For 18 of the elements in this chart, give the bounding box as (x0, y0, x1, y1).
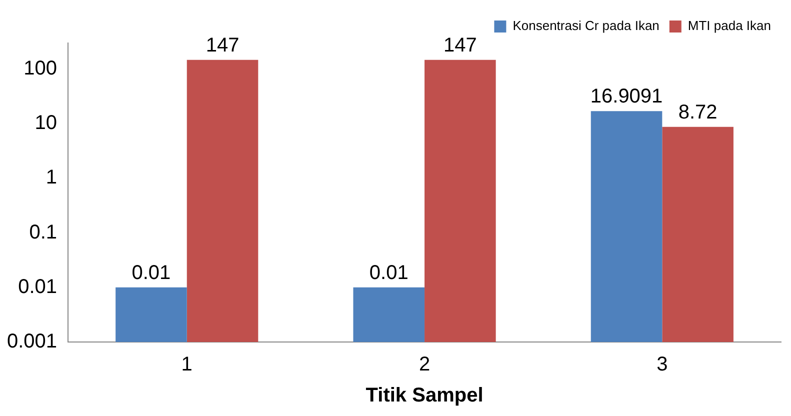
y-tick-label: 0.01 (18, 276, 58, 298)
y-tick-label: 100 (24, 58, 58, 80)
y-tick-label: 10 (34, 112, 58, 134)
legend-label: MTI pada Ikan (688, 18, 772, 34)
legend-label: Konsentrasi Cr pada Ikan (512, 18, 660, 34)
y-tick-label: 1 (46, 166, 58, 189)
data-label: 16.9091 (590, 86, 663, 108)
x-axis-title: Titik Sampel (366, 384, 484, 407)
x-tick-label: 3 (656, 354, 668, 376)
data-label: 147 (443, 34, 477, 56)
x-tick-label: 2 (418, 354, 430, 376)
data-label: 8.72 (678, 101, 718, 124)
x-tick-label: 1 (181, 354, 192, 376)
y-tick-label: 0.001 (6, 330, 58, 353)
data-label: 0.01 (132, 262, 171, 284)
data-label: 147 (206, 34, 240, 56)
data-label: 0.01 (369, 262, 408, 284)
y-tick-label: 0.1 (29, 221, 58, 244)
